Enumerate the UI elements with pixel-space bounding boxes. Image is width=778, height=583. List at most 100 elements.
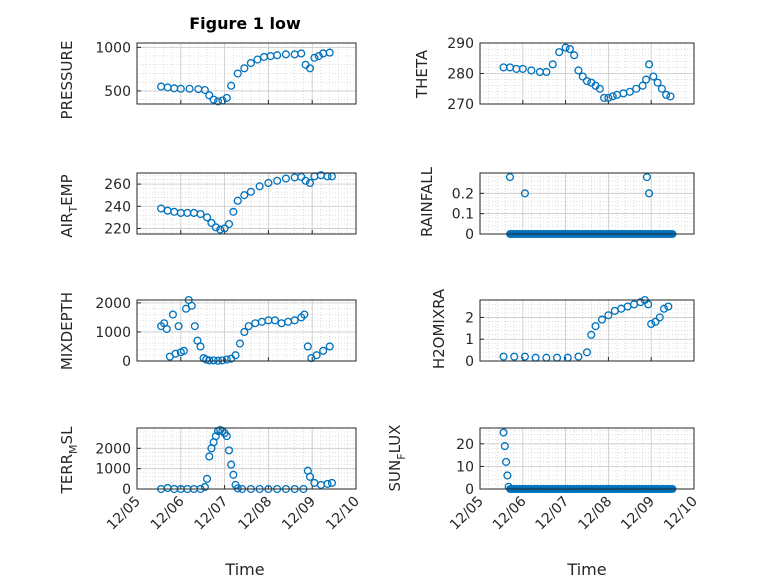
data-point — [240, 64, 249, 73]
data-point — [619, 89, 628, 98]
data-point — [645, 60, 654, 69]
data-point — [587, 330, 596, 339]
data-point — [657, 84, 666, 93]
data-point — [290, 50, 299, 59]
data-point — [591, 322, 600, 331]
data-point — [218, 356, 227, 365]
subplot-air-temp: 220 240 260 AIRTEMP — [58, 171, 357, 238]
data-point — [574, 66, 583, 75]
axes-box — [136, 299, 357, 362]
data-point — [303, 342, 312, 351]
data-point — [510, 352, 519, 361]
x-tick-label: 12/08 — [235, 494, 275, 534]
data-point — [548, 60, 557, 69]
data-point — [604, 311, 613, 320]
data-point — [270, 316, 280, 325]
y-tick-label: 260 — [104, 177, 131, 193]
data-point — [224, 446, 234, 455]
subplot-theta: 270 280 290 THETA — [413, 36, 695, 113]
data-point — [171, 349, 180, 358]
axes-box — [479, 427, 695, 490]
data-point — [220, 224, 229, 233]
y-tick-label: 500 — [104, 84, 131, 100]
y-axis-label-rainfall: RAINFALL — [418, 166, 436, 237]
data-point — [216, 225, 225, 234]
data-point — [582, 348, 592, 357]
y-tick-label: 240 — [104, 199, 131, 215]
y-tick-label: 0 — [122, 354, 131, 370]
axes-box — [136, 42, 357, 105]
data-point — [240, 191, 249, 200]
axes-box — [479, 172, 695, 235]
y-axis-label-air-temp: AIRTEMP — [58, 174, 80, 237]
data-point — [176, 84, 185, 93]
data-point — [645, 189, 654, 198]
data-point — [561, 43, 570, 52]
data-point — [290, 316, 299, 325]
data-point — [636, 298, 645, 307]
subplot-rainfall: 0 0.1 0.2 RAINFALL — [418, 166, 695, 243]
data-point — [600, 93, 609, 102]
y-axis-label-pressure: PRESSURE — [58, 41, 76, 120]
data-point — [520, 189, 529, 198]
y-tick-label: 2000 — [95, 441, 131, 457]
data-point — [314, 52, 323, 61]
data-point — [209, 95, 218, 104]
y-tick-label: 0 — [465, 227, 474, 243]
data-point — [189, 208, 198, 217]
data-point — [642, 75, 651, 84]
data-point — [305, 472, 315, 481]
data-point — [638, 81, 647, 90]
data-point — [233, 484, 242, 493]
y-axis-label-theta: THETA — [413, 49, 431, 99]
data-point — [500, 442, 509, 451]
data-point — [531, 353, 540, 362]
data-point — [273, 51, 282, 60]
data-point — [231, 351, 240, 360]
data-point — [323, 479, 332, 488]
data-point — [520, 352, 529, 361]
x-tick-label: 12/10 — [323, 494, 363, 534]
data-point — [659, 304, 669, 313]
data-point — [305, 178, 315, 188]
data-point — [565, 45, 574, 54]
data-point — [240, 327, 249, 337]
data-point — [542, 67, 551, 77]
data-point — [200, 86, 209, 95]
data-point — [319, 346, 328, 355]
data-point — [277, 319, 286, 328]
data-point — [222, 93, 231, 102]
data-point — [644, 300, 653, 309]
data-point — [325, 48, 334, 57]
data-point — [273, 176, 282, 185]
data-point — [666, 92, 675, 101]
subplot-pressure: 500 1000 PRESSURE — [58, 40, 357, 120]
data-point — [632, 84, 641, 93]
data-point — [253, 55, 262, 64]
data-point — [227, 81, 236, 90]
x-tick-label: 12/07 — [192, 494, 232, 534]
data-point — [213, 97, 223, 106]
data-point — [203, 213, 212, 222]
y-tick-label: 0 — [465, 354, 474, 370]
figure-title: Figure 1 low — [189, 14, 301, 33]
data-point — [174, 322, 183, 331]
y-tick-label: 2000 — [95, 296, 131, 312]
data-point — [310, 53, 319, 62]
data-point — [555, 48, 564, 57]
data-point — [211, 223, 220, 232]
y-tick-label: 0.2 — [452, 186, 474, 202]
data-point — [647, 319, 656, 329]
y-axis-label-h2omixra: H2OMIXRA — [430, 288, 448, 369]
data-point — [625, 87, 634, 96]
data-point — [207, 218, 216, 227]
x-tick-label: 12/06 — [148, 493, 188, 533]
data-point — [595, 84, 604, 93]
data-point — [235, 339, 244, 348]
data-point — [224, 219, 234, 229]
data-point — [649, 72, 658, 81]
y-tick-label: 1000 — [95, 40, 131, 56]
data-point — [502, 457, 511, 466]
data-point — [255, 182, 264, 191]
y-axis-label-sun-flux: SUNFLUX — [386, 425, 408, 492]
